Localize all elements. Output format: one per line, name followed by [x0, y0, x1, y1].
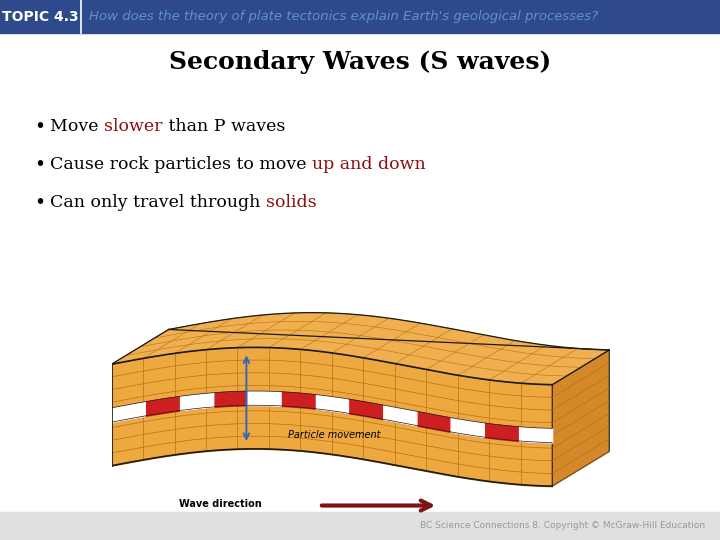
Text: Wave direction: Wave direction — [179, 498, 262, 509]
Text: up and down: up and down — [312, 156, 426, 173]
Text: than P waves: than P waves — [163, 118, 285, 136]
Text: Cause rock particles to move: Cause rock particles to move — [50, 156, 312, 173]
Text: •: • — [35, 155, 45, 174]
Text: •: • — [35, 117, 45, 137]
Text: How does the theory of plate tectonics explain Earth's geological processes?: How does the theory of plate tectonics e… — [89, 10, 598, 23]
Bar — [0, 512, 720, 540]
Polygon shape — [112, 313, 609, 384]
Polygon shape — [552, 350, 609, 486]
Bar — [0, 0, 720, 33]
Text: solids: solids — [266, 194, 317, 211]
Text: TOPIC 4.3: TOPIC 4.3 — [2, 10, 78, 24]
Text: Particle movement: Particle movement — [288, 430, 380, 440]
Text: •: • — [35, 193, 45, 212]
Text: BC Science Connections 8. Copyright © McGraw-Hill Education: BC Science Connections 8. Copyright © Mc… — [420, 522, 706, 530]
Text: Secondary Waves (S waves): Secondary Waves (S waves) — [169, 50, 551, 74]
Text: slower: slower — [104, 118, 163, 136]
Text: Move: Move — [50, 118, 104, 136]
Text: Can only travel through: Can only travel through — [50, 194, 266, 211]
